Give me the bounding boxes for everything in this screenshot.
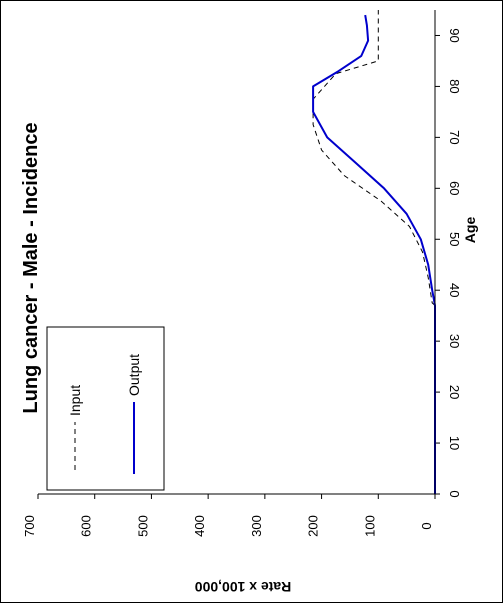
age-tick-label: 90	[447, 28, 462, 42]
chart-title: Lung cancer - Male - Incidence	[20, 122, 42, 413]
rate-tick-label: 0	[419, 522, 434, 529]
legend: Input Output	[46, 326, 165, 491]
legend-box	[46, 326, 165, 491]
rate-tick-label: 100	[362, 515, 377, 537]
series-line-output	[312, 14, 436, 494]
age-tick-label: 80	[447, 79, 462, 93]
x-axis-label: Rate x 100,000	[195, 579, 292, 595]
age-tick-label: 0	[447, 490, 462, 497]
age-tick-label: 30	[447, 334, 462, 348]
legend-output-label: Output	[126, 354, 142, 396]
age-tick-label: 50	[447, 232, 462, 246]
series-layer	[312, 10, 436, 494]
rate-tick-label: 200	[306, 515, 321, 537]
age-tick-label: 20	[447, 385, 462, 399]
rate-tick-label: 700	[22, 515, 37, 537]
rate-tick-label: 400	[192, 515, 207, 537]
y-axis-label: Age	[462, 217, 478, 244]
age-tick-label: 60	[447, 181, 462, 195]
legend-input-label: Input	[67, 385, 83, 416]
age-tick-label: 70	[447, 130, 462, 144]
tick-layer: 0 10 20 30 40 50 60 70 80 90 0 100 200 300 400 500 600 70…	[22, 28, 462, 537]
series-line-input	[312, 10, 436, 494]
rate-tick-label: 300	[249, 515, 264, 537]
rate-tick-label: 500	[135, 515, 150, 537]
rate-tick-label: 600	[79, 515, 94, 537]
age-tick-label: 40	[447, 283, 462, 297]
age-tick-label: 10	[447, 436, 462, 450]
